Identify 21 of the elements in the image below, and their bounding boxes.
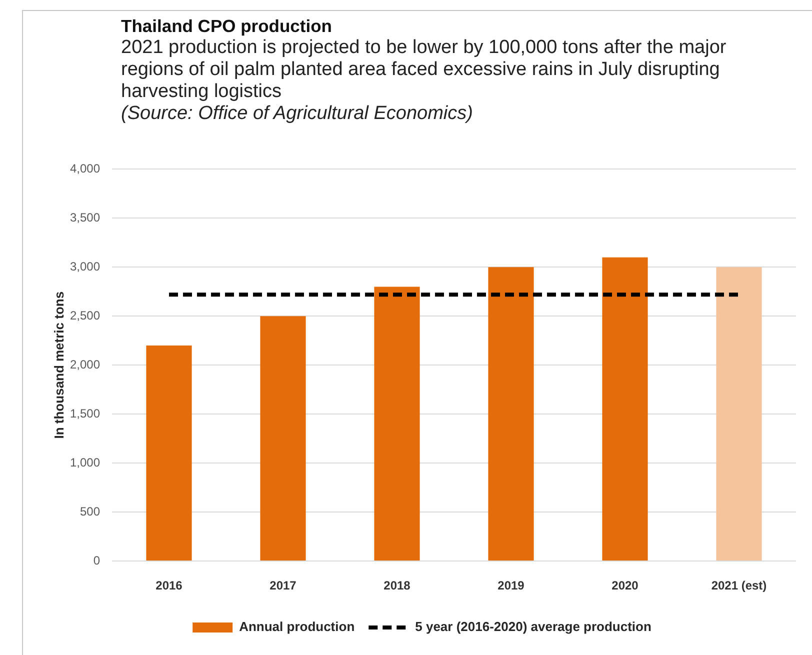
x-tick-label: 2019 bbox=[498, 578, 525, 593]
x-tick-label: 2020 bbox=[612, 578, 639, 593]
x-tick-label: 2017 bbox=[270, 578, 297, 593]
y-tick-label: 3,500 bbox=[70, 210, 100, 224]
y-tick-label: 2,500 bbox=[70, 308, 100, 322]
text: (Source: Office of Agricultural Economics) bbox=[121, 103, 474, 125]
y-tick-label: 3,000 bbox=[70, 259, 100, 274]
chart-subtitle: 2021 production is projected to be lower by 100,000 tons after the major regions of oil palm planted area faced excessive rains in July disrupting harvesting logistics bbox=[121, 37, 728, 103]
y-tick-label: 1,000 bbox=[70, 455, 100, 470]
legend-label: Annual production bbox=[239, 619, 355, 634]
y-tick-label: 2,000 bbox=[70, 357, 100, 372]
legend-label: 5 year (2016-2020) average production bbox=[415, 619, 652, 634]
x-tick-label: 2016 bbox=[156, 578, 183, 593]
y-tick-label: 4,000 bbox=[70, 162, 100, 176]
x-tick-label: 2021 (est) bbox=[711, 578, 767, 593]
y-tick-label: 500 bbox=[80, 504, 100, 518]
y-tick-label: 1,500 bbox=[70, 406, 100, 420]
chart-title: Thailand CPO production bbox=[121, 16, 332, 37]
x-tick-label: 2018 bbox=[384, 578, 411, 593]
y-tick-label: 0 bbox=[93, 553, 100, 568]
y-axis-title: In thousand metric tons bbox=[51, 291, 66, 439]
